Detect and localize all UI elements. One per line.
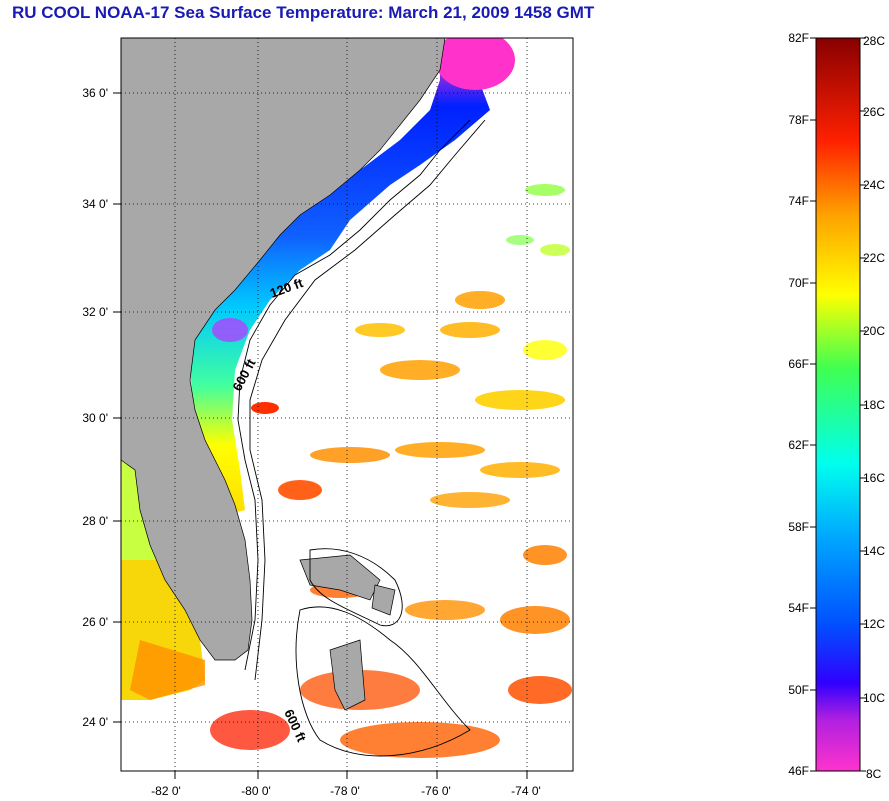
colorbar-ticks: [810, 37, 866, 772]
c-label: 14C: [863, 544, 885, 558]
map-title: RU COOL NOAA-17 Sea Surface Temperature:…: [12, 3, 595, 22]
lat-label: 32 0': [82, 305, 108, 319]
lat-label: 36 0': [82, 86, 108, 100]
lon-label: -74 0': [511, 784, 541, 798]
nearshore-cold-band: [190, 50, 490, 515]
f-label: 66F: [788, 357, 809, 371]
f-label: 54F: [788, 601, 809, 615]
f-label: 70F: [788, 276, 809, 290]
c-label: 20C: [863, 324, 885, 338]
pink-cold-patch: [435, 38, 515, 90]
c-label: 22C: [863, 251, 885, 265]
lat-label: 30 0': [82, 411, 108, 425]
bahamas-islands: [299, 554, 396, 711]
colorbar-c-labels: 28C 26C 24C 22C 20C 18C 16C 14C 12C 10C …: [863, 34, 885, 781]
f-label: 78F: [788, 113, 809, 127]
latitude-labels: 36 0' 34 0' 32 0' 30 0' 28 0' 26 0' 24 0…: [82, 86, 108, 729]
c-label: 10C: [863, 691, 885, 705]
c-label: 12C: [863, 617, 885, 631]
lat-label: 28 0': [82, 514, 108, 528]
lat-label: 26 0': [82, 615, 108, 629]
f-label: 82F: [788, 31, 809, 45]
lon-label: -78 0': [330, 784, 360, 798]
longitude-labels: -82 0' -80 0' -78 0' -76 0' -74 0': [151, 784, 541, 798]
c-label: 26C: [863, 105, 885, 119]
c-label: 8C: [866, 767, 882, 781]
grid-lines: [121, 38, 573, 771]
colorbar-f-labels: 82F 78F 74F 70F 66F 62F 58F 54F 50F 46F: [788, 31, 809, 778]
map-area: [121, 38, 573, 771]
lat-label: 34 0': [82, 197, 108, 211]
colorbar-gradient: [815, 37, 861, 772]
f-label: 62F: [788, 438, 809, 452]
c-label: 16C: [863, 471, 885, 485]
axis-ticks: [113, 92, 528, 779]
f-label: 46F: [788, 764, 809, 778]
c-label: 24C: [863, 178, 885, 192]
lat-label: 24 0': [82, 715, 108, 729]
f-label: 58F: [788, 520, 809, 534]
gulf-sst-patch: [121, 460, 205, 700]
c-label: 18C: [863, 398, 885, 412]
lon-label: -80 0': [241, 784, 271, 798]
colorbar: 82F 78F 74F 70F 66F 62F 58F 54F 50F 46F …: [788, 31, 885, 781]
bathymetry-contours: [237, 119, 486, 757]
f-label: 50F: [788, 683, 809, 697]
lon-label: -76 0': [421, 784, 451, 798]
c-label: 28C: [863, 34, 885, 48]
lon-label: -82 0': [151, 784, 181, 798]
f-label: 74F: [788, 194, 809, 208]
